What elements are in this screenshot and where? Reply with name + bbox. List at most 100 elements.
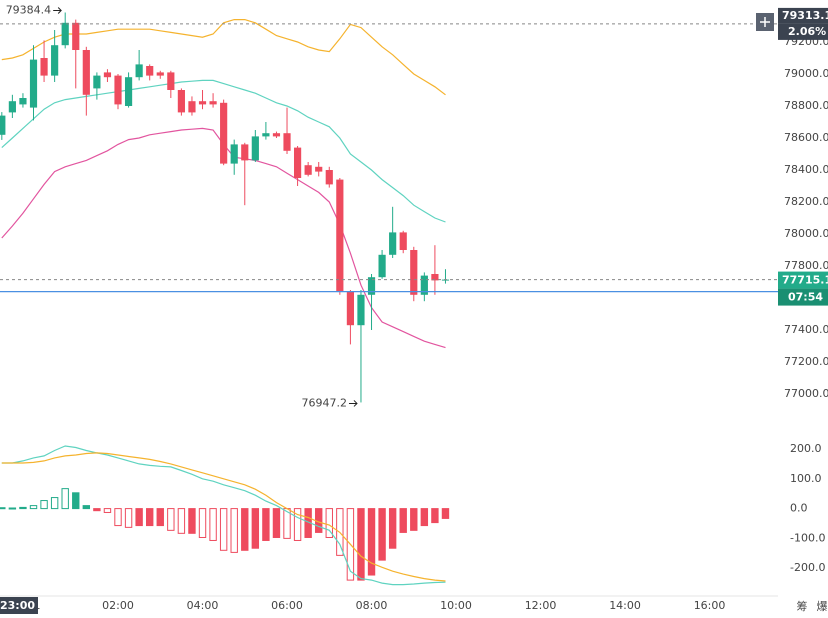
- candle-body: [357, 294, 365, 326]
- histogram-bar: [114, 508, 122, 527]
- x-tick-label: 04:00: [187, 599, 219, 612]
- histogram-bar: [230, 508, 238, 553]
- y-tick-label: 77000.0: [784, 387, 828, 400]
- candle-body: [8, 101, 16, 113]
- candle-body: [230, 144, 238, 164]
- toolbar-label[interactable]: 爆: [817, 599, 828, 613]
- overlay-line: [1, 79, 446, 223]
- candle-body: [315, 166, 323, 172]
- cursor-time-label: 0 23:00: [0, 599, 35, 612]
- candle-body: [0, 115, 6, 135]
- x-tick-label: 08:00: [356, 599, 388, 612]
- histogram-bar: [72, 492, 80, 510]
- histogram-bar: [367, 508, 376, 576]
- indicator-line: [1, 445, 446, 586]
- candle-body: [251, 136, 259, 161]
- ref-price-box: [778, 7, 828, 24]
- y-tick-label: 77400.0: [784, 323, 828, 336]
- candle-body: [114, 75, 122, 105]
- histogram-bar: [103, 508, 112, 513]
- histogram-bar: [29, 505, 38, 510]
- histogram-bar: [378, 508, 386, 561]
- candle-body: [389, 232, 397, 255]
- add-icon[interactable]: [760, 17, 770, 27]
- indicator-line: [1, 452, 446, 582]
- candle-body: [325, 170, 333, 185]
- histogram-bar: [388, 508, 397, 549]
- x-tick-label: 16:00: [694, 599, 726, 612]
- histogram-bar: [177, 508, 186, 534]
- candle-body: [241, 144, 249, 161]
- candle-body: [29, 59, 38, 108]
- candle-body: [336, 179, 344, 292]
- candle-body: [135, 64, 143, 78]
- histogram-bar: [50, 497, 59, 510]
- y-tick-label: 78200.0: [784, 195, 828, 208]
- histogram-bar: [198, 508, 207, 538]
- histogram-bar: [420, 508, 429, 527]
- y-tick-label: 78600.0: [784, 131, 828, 144]
- high-arrow: [53, 7, 62, 14]
- candle-body: [346, 291, 354, 326]
- candle-body: [367, 277, 376, 295]
- y-tick-label: 78800.0: [784, 99, 828, 112]
- candle-body: [188, 101, 196, 113]
- histogram-bar: [188, 508, 196, 534]
- y-tick-label: 78400.0: [784, 163, 828, 176]
- histogram-bar: [219, 508, 228, 551]
- candle-body: [82, 50, 90, 95]
- candle-body: [431, 274, 439, 281]
- y-tick-label: 200.0: [790, 442, 822, 455]
- candle-body: [262, 133, 270, 137]
- candle-body: [304, 165, 312, 175]
- candle-body: [93, 75, 101, 89]
- toolbar-label[interactable]: 筹: [797, 599, 808, 613]
- histogram-bar: [0, 507, 6, 510]
- histogram-bar: [146, 508, 154, 527]
- histogram-bar: [209, 508, 217, 541]
- candle-body: [167, 72, 175, 90]
- candle-body: [420, 275, 428, 295]
- add-button[interactable]: [756, 13, 774, 31]
- countdown-label: 07:54: [788, 291, 823, 304]
- histogram-bar: [410, 508, 418, 531]
- y-tick-label: 77800.0: [784, 259, 828, 272]
- histogram-bar: [82, 505, 91, 510]
- countdown-box: [778, 288, 828, 306]
- x-tick-label: 06:00: [271, 599, 303, 612]
- candle-body: [399, 232, 407, 250]
- candle-body: [410, 250, 418, 295]
- candle-body: [177, 90, 185, 113]
- histogram-bar: [325, 508, 333, 538]
- histogram-bar: [61, 488, 69, 510]
- histogram-bar: [241, 508, 249, 551]
- candle-body: [209, 101, 217, 105]
- last-price-label: 77715.1: [782, 274, 828, 287]
- ref-change-box: [778, 23, 828, 40]
- x-tick-label: 10:00: [440, 599, 472, 612]
- candle-body: [72, 22, 80, 50]
- candle-body: [293, 147, 302, 178]
- x-tick-label: 14:00: [609, 599, 641, 612]
- histogram-bar: [272, 508, 281, 538]
- candle-body: [40, 58, 48, 76]
- histogram-bar: [251, 508, 260, 549]
- histogram-bar: [40, 500, 48, 510]
- candle-body: [272, 133, 281, 137]
- histogram-bar: [293, 508, 302, 541]
- y-tick-label: -100.0: [790, 531, 825, 544]
- last-price-box: [778, 271, 828, 289]
- x-tick-label: 12:00: [525, 599, 557, 612]
- histogram-bar: [399, 508, 407, 533]
- histogram-bar: [124, 508, 133, 528]
- candle-body: [198, 101, 207, 105]
- y-tick-label: 78000.0: [784, 227, 828, 240]
- histogram-bar: [167, 508, 175, 531]
- candle-body: [220, 102, 228, 164]
- candle-body: [103, 72, 112, 78]
- candle-body: [51, 45, 59, 76]
- ref-price-label: 79313.1: [782, 9, 828, 22]
- y-tick-label: 77200.0: [784, 355, 828, 368]
- histogram-bar: [357, 508, 365, 581]
